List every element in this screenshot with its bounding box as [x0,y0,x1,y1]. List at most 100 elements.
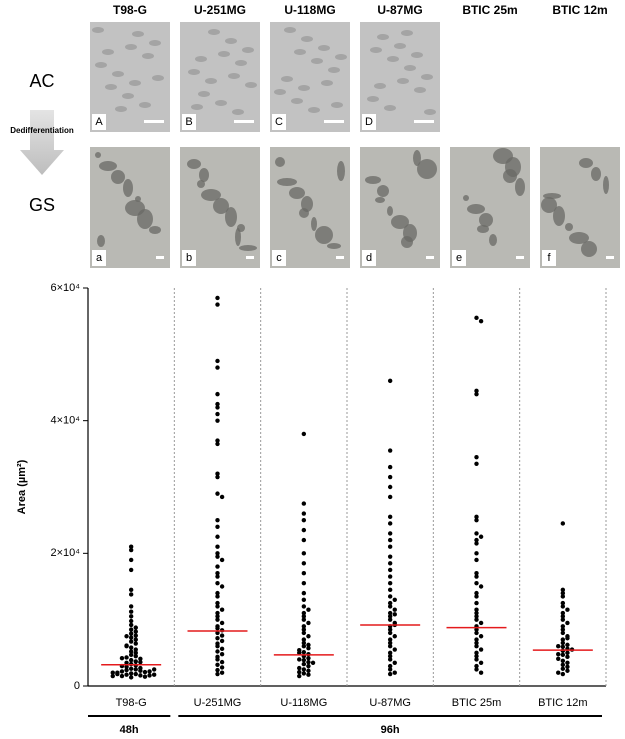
panel-label-box [362,250,376,266]
cell [188,69,200,75]
dot [215,662,220,667]
dot [124,644,129,649]
panel-label: A [95,116,103,128]
dot [478,584,484,589]
cell [337,161,345,181]
dot [133,629,138,634]
cell [191,104,203,110]
cell [149,226,161,234]
y-tick-label: 4×10⁴ [50,415,80,427]
cell [404,65,416,71]
dot [565,607,570,612]
dot [301,657,307,663]
cell [105,84,117,90]
panel-label: D [365,116,373,128]
cell [242,47,254,53]
dot [215,636,220,641]
cell [284,27,296,33]
dot [560,594,566,599]
column-label: T98-G [113,3,147,17]
cell [115,106,127,112]
dot [478,620,484,626]
dot [474,461,479,466]
dot [297,657,302,662]
cell [111,170,125,184]
cell [541,197,557,213]
dot [306,607,311,612]
cell [375,197,385,203]
dot [128,657,134,663]
column-label: U-118MG [284,3,335,17]
y-axis-label: Area (µm²) [16,459,28,514]
cell [374,83,386,89]
row-label: GS [29,195,55,215]
cell [543,193,561,199]
dot [474,541,479,546]
panel-label-box [92,114,106,130]
dot [133,650,138,656]
cell [394,43,406,49]
dot [306,620,311,626]
dot [387,604,393,609]
dot [215,630,220,636]
dot [387,667,393,672]
cell [245,82,257,88]
y-tick-label: 2×10⁴ [50,547,80,559]
dot [215,524,220,529]
dot [215,544,220,549]
dot [215,614,220,619]
cell [199,168,209,182]
cell [591,167,601,181]
dot [301,649,307,655]
dot [478,670,484,675]
dot [119,673,125,679]
panel-label: C [275,116,283,128]
dot [215,441,220,447]
dot [151,667,157,672]
panel-label-box [182,250,196,266]
dot [560,600,566,606]
cell [387,206,393,216]
dot [560,671,566,677]
cell [201,189,221,201]
cell [321,80,333,86]
cell [294,49,306,55]
dot [392,597,397,602]
cell [569,232,589,244]
dot [301,661,307,667]
dot [474,653,479,659]
dot [387,494,393,500]
dot [301,617,307,622]
cell [225,38,237,44]
cell [370,47,382,53]
dot [128,675,134,680]
dot [119,655,125,661]
panel-label: a [96,252,103,264]
cell [208,29,220,35]
dot [215,365,220,370]
dot [387,514,393,520]
dot [560,658,566,663]
dot [556,651,561,657]
cell [298,85,310,91]
row-label: AC [29,71,54,91]
dot [219,659,225,665]
dot [301,501,307,506]
dot [565,660,570,665]
x-tick-label: BTIC 25m [452,697,502,709]
dot [215,657,220,662]
panel-label-box [362,114,376,130]
cell [603,176,609,194]
dot [387,663,393,669]
dot [387,448,393,453]
dot [301,517,307,523]
dot [306,672,311,677]
dot [138,659,143,665]
dot [128,649,134,654]
dot [128,631,134,636]
dot [474,594,479,599]
column-label: BTIC 25m [462,3,517,17]
arrow [20,110,64,175]
dot [219,584,225,589]
dot [219,670,225,675]
